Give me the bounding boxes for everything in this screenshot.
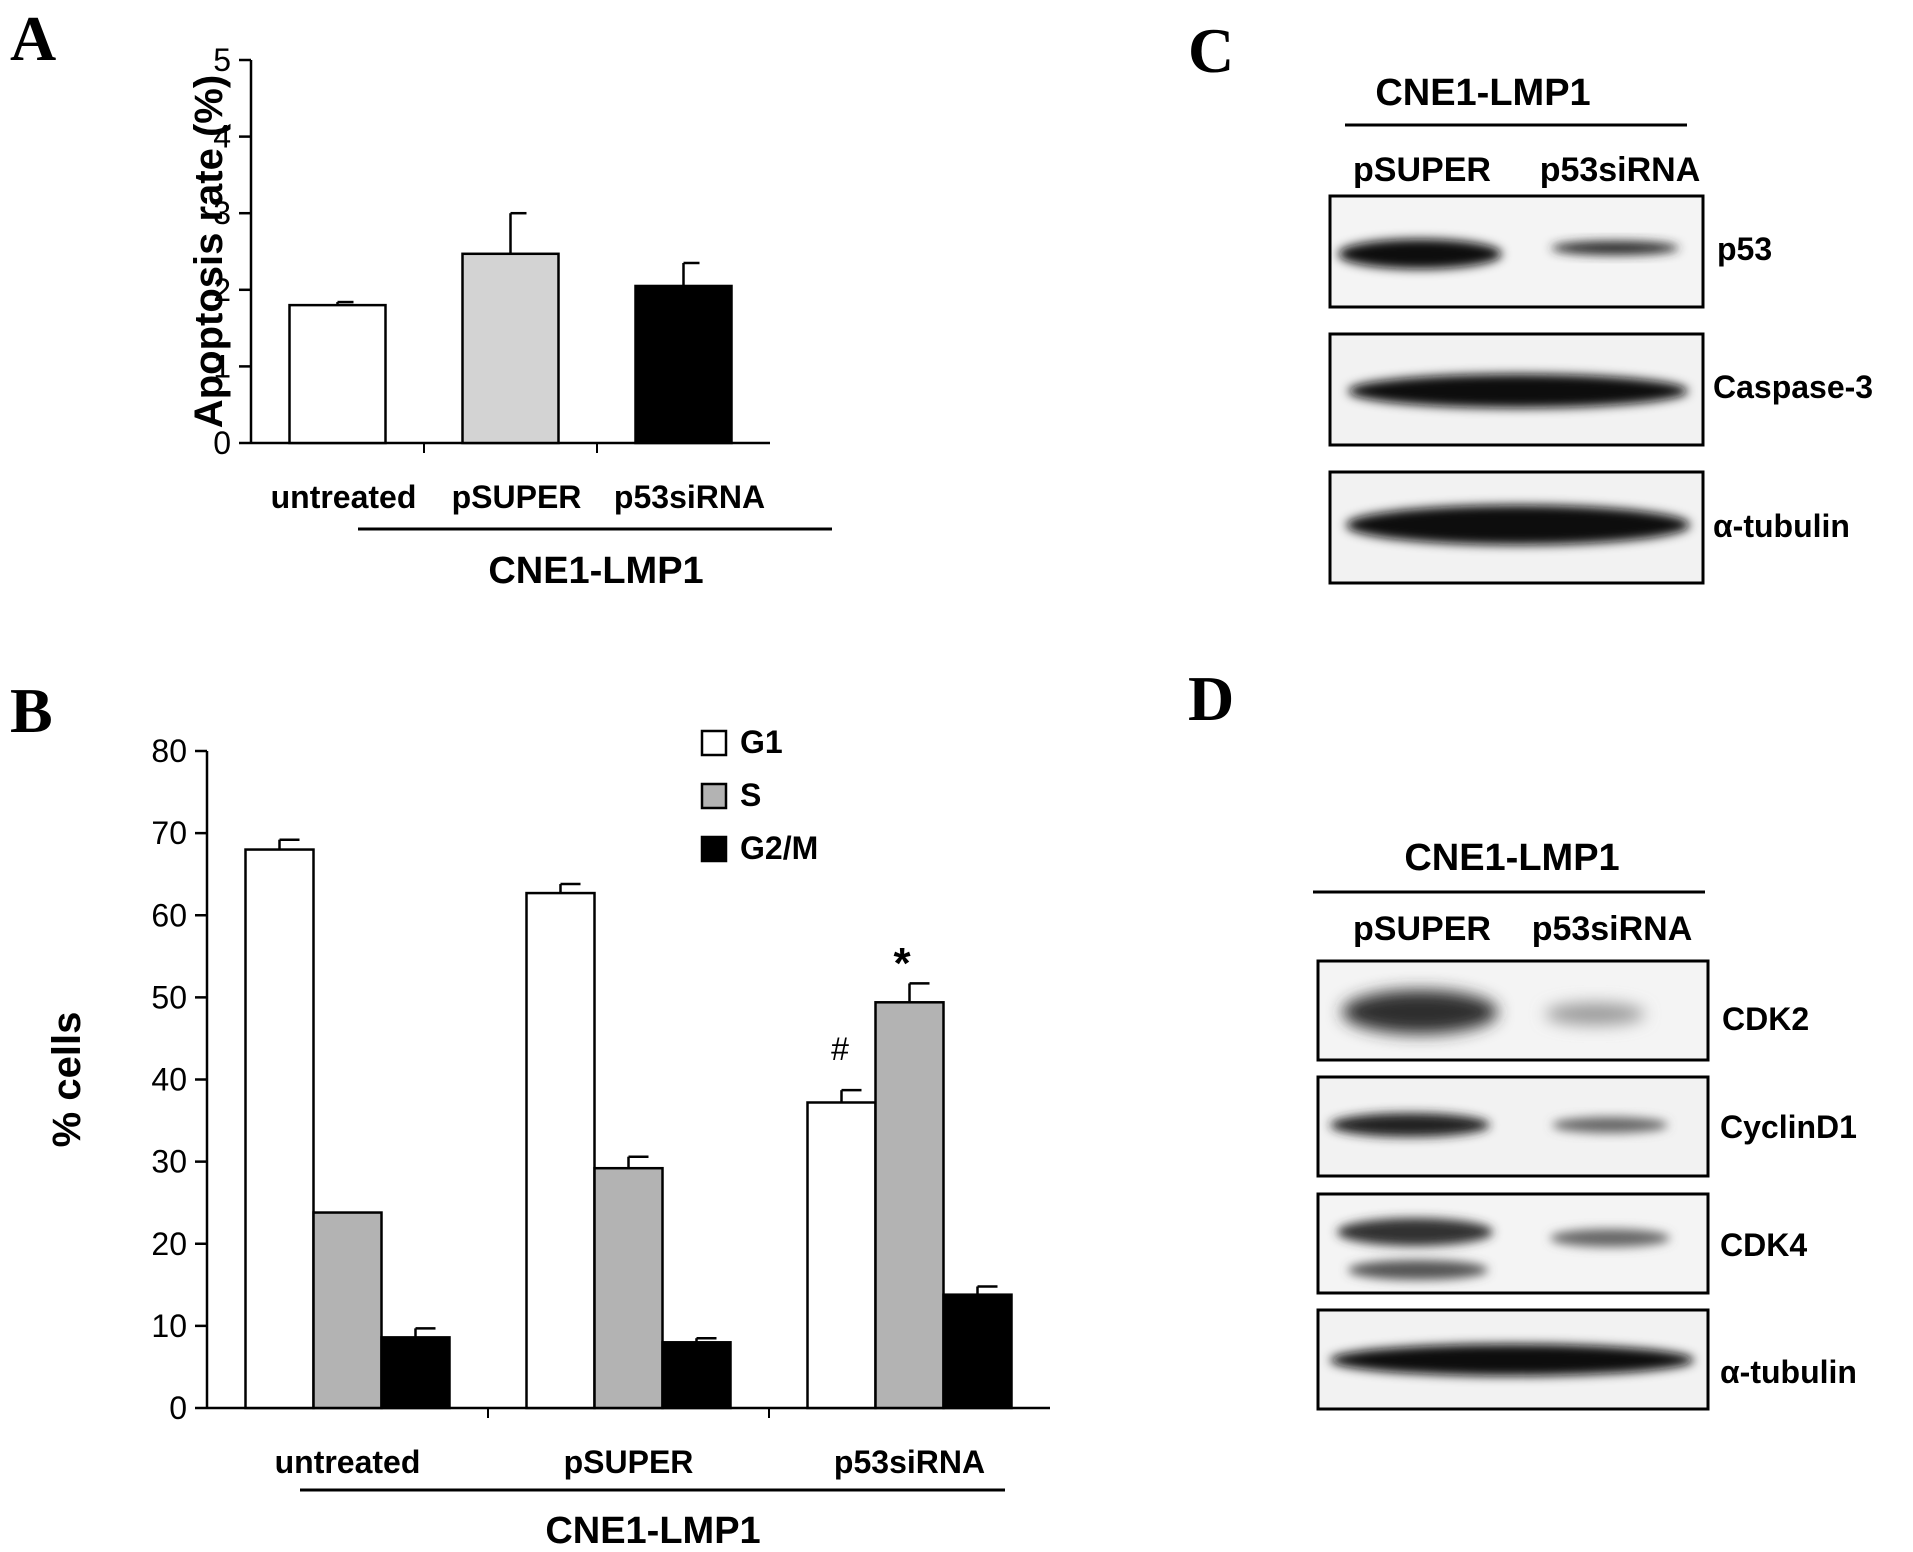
group-label-b: CNE1-LMP1 [545,1510,760,1552]
g1-bar-untreated [244,848,315,1410]
y-tick-label: 0 [169,1390,187,1426]
blot-cdk2 [1316,959,1710,1062]
group-label-a: CNE1-LMP1 [488,550,703,592]
hash-annotation: # [831,1031,849,1067]
g2-m-bar-p53sirna [942,1293,1013,1410]
y-tick-label: 2 [213,272,231,308]
category-label-psuper: pSUPER [452,479,582,515]
panel-label-b: B [10,675,53,746]
s-bar-p53sirna [874,1001,945,1410]
legend-swatch-g1 [700,729,728,757]
category-label-untreated: untreated [271,479,417,515]
lane-label-p53sirna-c: p53siRNA [1540,151,1701,189]
lane-label-p53sirna-d: p53siRNA [1532,910,1693,948]
star-annotation: * [893,939,911,988]
blot-cdk4 [1316,1192,1710,1295]
y-axis-title: % cells [45,1012,89,1148]
legend-swatch-s [700,782,728,810]
blot-cyclind1 [1316,1075,1710,1178]
panel-label-c: C [1188,15,1234,86]
blot-label-cdk4: CDK4 [1720,1227,1807,1263]
y-tick-label: 0 [213,425,231,461]
y-tick-label: 30 [151,1144,187,1180]
category-label-p53sirna: p53siRNA [834,1444,985,1480]
legend-label-s: S [740,777,761,813]
blot-label-alpha-tubulin-c: α-tubulin [1713,508,1850,544]
blot-label-alpha-tubulin-d: α-tubulin [1720,1354,1857,1390]
y-tick-label: 80 [151,733,187,769]
panel-label-a: A [10,3,56,74]
y-axis-title: Apoptosis rate (%) [187,75,231,428]
g1-bar-psuper [525,891,596,1410]
y-tick-label: 70 [151,815,187,851]
blot-label-caspase-3: Caspase-3 [1713,369,1873,405]
category-label-p53sirna: p53siRNA [614,479,765,515]
blot-alpha-tubulin-d [1316,1308,1710,1411]
y-tick-label: 4 [213,119,231,155]
legend-label-g1: G1 [740,724,783,760]
legend-swatch-g2-m [700,835,728,863]
y-tick-label: 1 [213,348,231,384]
blot-label-p53: p53 [1717,231,1772,267]
blot-title-c: CNE1-LMP1 [1375,72,1590,114]
bar-untreated [288,303,387,445]
blot-label-cdk2: CDK2 [1722,1001,1809,1037]
blot-p53 [1328,194,1705,309]
blot-alpha-tubulin-c [1328,470,1705,585]
y-tick-label: 40 [151,1062,187,1098]
bar-p53sirna [634,284,733,445]
category-label-psuper: pSUPER [564,1444,694,1480]
y-tick-label: 5 [213,42,231,78]
blot-caspase-3 [1328,332,1705,447]
y-tick-label: 60 [151,897,187,933]
s-bar-psuper [593,1166,664,1410]
s-bar-untreated [312,1211,383,1410]
g2-m-bar-psuper [661,1341,732,1410]
lane-label-psuper-c: pSUPER [1353,151,1491,189]
blot-label-cyclind1: CyclinD1 [1720,1109,1857,1145]
legend-label-g2-m: G2/M [740,830,818,866]
bar-psuper [461,252,560,445]
y-tick-label: 20 [151,1226,187,1262]
category-label-untreated: untreated [275,1444,421,1480]
y-tick-label: 3 [213,195,231,231]
lane-label-psuper-d: pSUPER [1353,910,1491,948]
g2-m-bar-untreated [380,1336,451,1410]
blot-title-d: CNE1-LMP1 [1404,837,1619,879]
g1-bar-p53sirna [806,1101,877,1410]
y-tick-label: 50 [151,979,187,1015]
y-tick-label: 10 [151,1308,187,1344]
cell-cycle-bar-chart: 0 10 20 30 40 50 60 70 80 % cells untreated pSUPER p… [45,724,1050,1480]
panel-label-d: D [1188,663,1234,734]
